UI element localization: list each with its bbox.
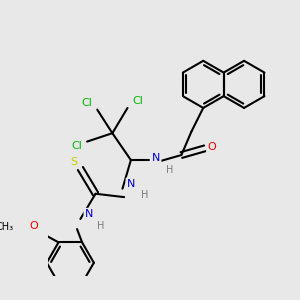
Text: O: O	[207, 142, 216, 152]
Text: CH₃: CH₃	[0, 222, 14, 232]
Text: H: H	[166, 165, 173, 175]
Text: H: H	[141, 190, 148, 200]
Text: S: S	[70, 157, 77, 167]
Text: Cl: Cl	[72, 141, 83, 151]
Text: N: N	[85, 209, 93, 219]
Text: N: N	[152, 153, 160, 163]
Text: H: H	[97, 221, 104, 231]
Text: N: N	[127, 179, 135, 189]
Text: O: O	[29, 220, 38, 230]
Text: Cl: Cl	[82, 98, 93, 108]
Text: Cl: Cl	[132, 96, 143, 106]
